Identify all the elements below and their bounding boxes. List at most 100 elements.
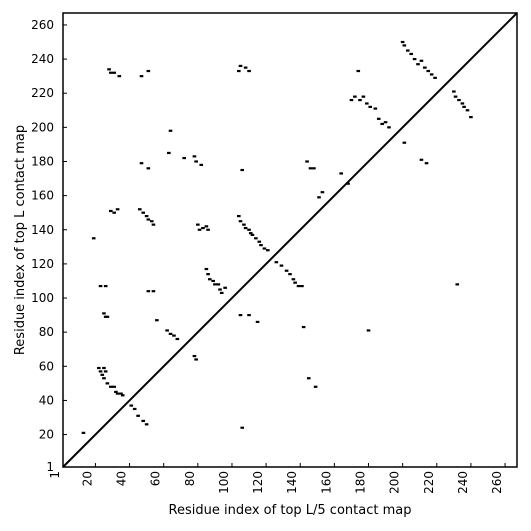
contact-point bbox=[196, 223, 200, 226]
contact-point bbox=[114, 390, 118, 393]
x-tick-label: 120 bbox=[251, 471, 265, 494]
contact-point bbox=[465, 109, 470, 112]
contact-point bbox=[138, 208, 142, 211]
contact-point bbox=[339, 172, 343, 175]
y-tick-label: 60 bbox=[39, 359, 54, 373]
contact-point bbox=[452, 90, 456, 93]
contact-point bbox=[306, 377, 311, 380]
contact-point bbox=[416, 63, 420, 66]
contact-point bbox=[429, 73, 434, 76]
contact-point bbox=[107, 68, 111, 71]
contact-point bbox=[366, 329, 371, 332]
y-tick-label: 260 bbox=[31, 18, 54, 32]
contact-point bbox=[102, 366, 106, 370]
contact-point bbox=[346, 182, 350, 185]
contact-point bbox=[243, 226, 248, 230]
contact-point bbox=[248, 232, 253, 235]
contact-point bbox=[457, 98, 461, 102]
contact-point bbox=[424, 162, 429, 165]
contact-point bbox=[423, 66, 427, 69]
contact-point bbox=[305, 160, 309, 163]
contact-point bbox=[146, 69, 151, 73]
contact-point bbox=[402, 141, 407, 144]
contact-point bbox=[288, 273, 292, 276]
contact-point bbox=[108, 385, 113, 388]
points-layer bbox=[81, 40, 473, 434]
contact-point bbox=[400, 40, 405, 44]
contact-point bbox=[117, 75, 122, 78]
contact-point bbox=[237, 215, 241, 218]
contact-point bbox=[139, 75, 144, 78]
contact-point bbox=[102, 312, 106, 315]
x-tick-label: 240 bbox=[456, 471, 470, 494]
contact-point bbox=[146, 167, 151, 170]
contact-point bbox=[98, 370, 103, 373]
contact-point bbox=[320, 191, 325, 194]
contact-point bbox=[247, 314, 251, 317]
contact-point bbox=[168, 129, 173, 132]
x-tick-label: 200 bbox=[388, 471, 402, 494]
x-tick-label: 80 bbox=[183, 471, 197, 486]
contact-point bbox=[206, 273, 210, 276]
contact-point bbox=[238, 314, 243, 317]
contact-point bbox=[469, 116, 473, 119]
x-tick-label: 140 bbox=[285, 471, 299, 494]
x-tick-label: 220 bbox=[422, 471, 436, 494]
contact-point bbox=[206, 228, 210, 231]
contact-point bbox=[167, 151, 171, 155]
contact-point bbox=[240, 168, 245, 172]
contact-point bbox=[112, 211, 116, 214]
contact-point bbox=[155, 319, 159, 322]
contact-point bbox=[146, 290, 151, 293]
contact-point bbox=[453, 95, 458, 98]
contact-point bbox=[165, 329, 169, 332]
contact-point bbox=[274, 261, 279, 264]
contact-point bbox=[387, 126, 391, 129]
x-tick-label: 100 bbox=[217, 471, 231, 494]
contact-point bbox=[112, 71, 116, 74]
contact-point bbox=[144, 215, 149, 218]
contact-point bbox=[412, 57, 417, 61]
contact-point bbox=[197, 228, 202, 231]
contact-point bbox=[460, 102, 465, 105]
contact-point bbox=[243, 66, 248, 69]
contact-point bbox=[358, 98, 362, 102]
y-tick-label: 40 bbox=[39, 393, 54, 407]
diagonal-line bbox=[62, 12, 518, 468]
contact-point bbox=[151, 223, 156, 226]
contact-point bbox=[105, 382, 110, 385]
plot-frame bbox=[62, 12, 518, 468]
contact-point bbox=[262, 247, 267, 250]
contact-point bbox=[409, 52, 413, 56]
contact-point bbox=[257, 240, 262, 243]
contact-point bbox=[141, 211, 146, 214]
contact-point bbox=[91, 237, 96, 240]
contact-point bbox=[293, 281, 297, 284]
x-tick-label: 1 bbox=[48, 471, 62, 479]
x-tick-label: 60 bbox=[149, 471, 163, 486]
contact-point bbox=[284, 269, 289, 272]
contact-point bbox=[353, 95, 357, 98]
contact-point bbox=[120, 394, 125, 397]
contact-point bbox=[207, 278, 212, 281]
contact-point bbox=[291, 278, 296, 281]
contact-point bbox=[146, 218, 151, 221]
contact-point bbox=[151, 290, 156, 293]
contact-point bbox=[313, 385, 318, 388]
contact-point bbox=[144, 423, 149, 426]
contact-point bbox=[136, 414, 140, 417]
contact-point bbox=[300, 284, 304, 288]
contact-point bbox=[103, 370, 108, 373]
contact-point bbox=[455, 283, 460, 286]
contact-point bbox=[168, 332, 173, 335]
y-tick-label: 240 bbox=[31, 52, 54, 66]
contact-point bbox=[365, 102, 369, 105]
contact-point bbox=[376, 117, 381, 120]
contact-point bbox=[211, 279, 215, 283]
contact-point bbox=[419, 158, 424, 161]
y-axis-title: Residue index of top L contact map bbox=[13, 125, 28, 355]
contact-point bbox=[250, 233, 255, 236]
contact-point bbox=[108, 71, 113, 74]
contact-point bbox=[218, 288, 222, 291]
